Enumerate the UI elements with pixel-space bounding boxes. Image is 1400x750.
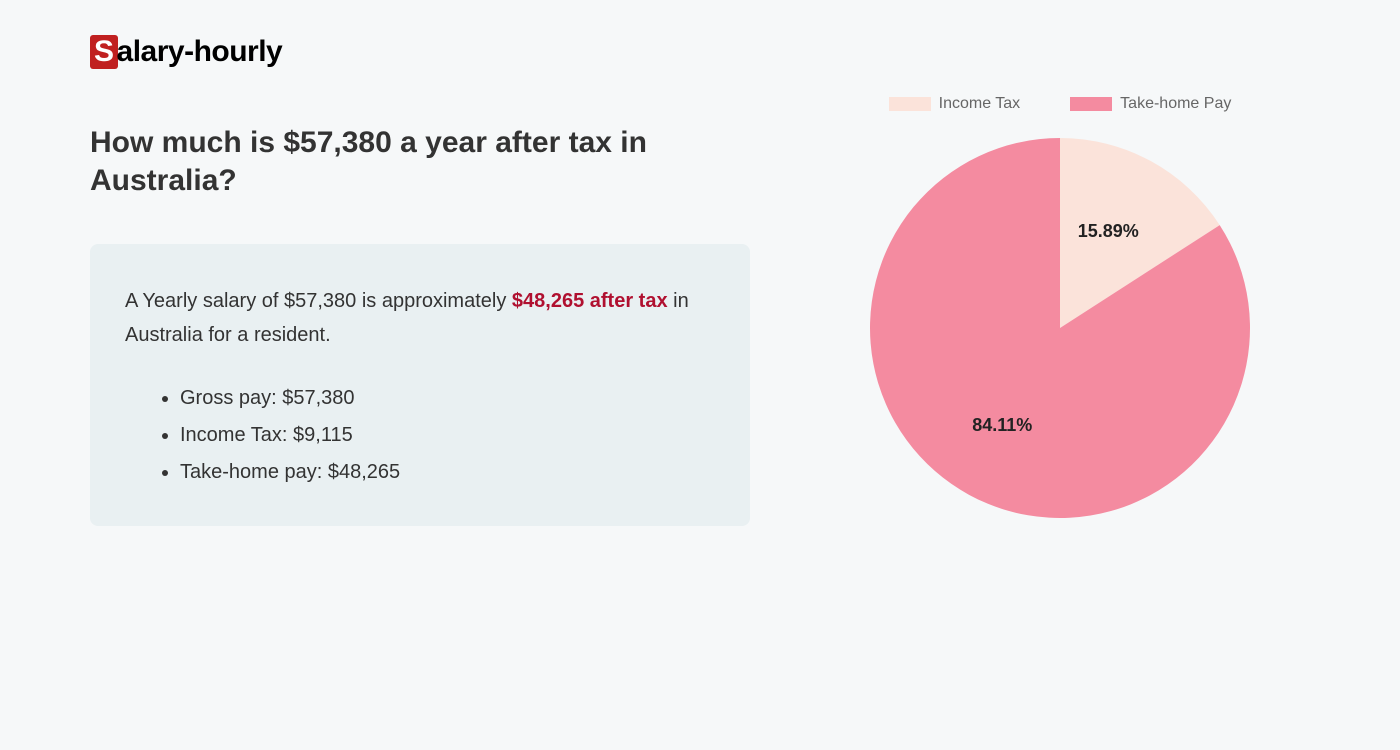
logo-prefix: S <box>90 35 118 69</box>
slice-label-income-tax: 15.89% <box>1078 221 1139 242</box>
summary-list: Gross pay: $57,380 Income Tax: $9,115 Ta… <box>125 380 715 491</box>
summary-sentence: A Yearly salary of $57,380 is approximat… <box>125 284 715 352</box>
summary-highlight: $48,265 after tax <box>512 290 668 312</box>
site-logo: Salary-hourly <box>90 35 750 69</box>
logo-rest: alary-hourly <box>117 35 283 68</box>
legend-swatch <box>1070 97 1112 111</box>
list-item: Income Tax: $9,115 <box>180 417 715 454</box>
legend-item-take-home: Take-home Pay <box>1070 95 1231 113</box>
legend-label: Income Tax <box>939 95 1021 113</box>
summary-card: A Yearly salary of $57,380 is approximat… <box>90 244 750 526</box>
pie-chart: 15.89% 84.11% <box>870 128 1250 528</box>
legend-item-income-tax: Income Tax <box>889 95 1021 113</box>
page-title: How much is $57,380 a year after tax in … <box>90 124 750 199</box>
slice-label-take-home: 84.11% <box>972 415 1032 436</box>
legend-swatch <box>889 97 931 111</box>
legend-label: Take-home Pay <box>1120 95 1231 113</box>
list-item: Gross pay: $57,380 <box>180 380 715 417</box>
chart-legend: Income Tax Take-home Pay <box>889 95 1232 113</box>
list-item: Take-home pay: $48,265 <box>180 454 715 491</box>
summary-pre: A Yearly salary of $57,380 is approximat… <box>125 290 512 312</box>
